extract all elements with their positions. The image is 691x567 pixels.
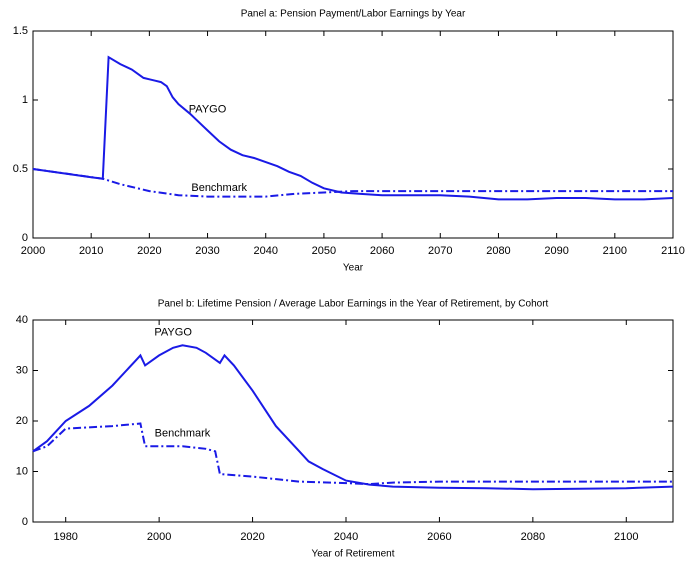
series-line (32, 422, 673, 486)
x-tick-label: 2000 (147, 531, 171, 543)
x-axis-label: Year of Retirement (311, 549, 394, 560)
plot-frame (32, 319, 674, 523)
series-label: Benchmark (191, 182, 247, 194)
y-tick-label: 20 (16, 415, 28, 427)
series-line (32, 344, 674, 491)
x-axis-label: Year (343, 263, 364, 274)
y-tick-label: 0 (22, 232, 28, 244)
y-tick-label: 0 (22, 516, 28, 528)
x-tick-label: 2090 (544, 245, 568, 257)
x-tick-label: 2040 (334, 531, 358, 543)
x-tick-label: 2100 (614, 531, 638, 543)
series-label: Benchmark (155, 428, 211, 440)
x-tick-label: 2010 (79, 245, 103, 257)
y-tick-label: 10 (16, 465, 28, 477)
series-line (32, 55, 674, 201)
x-tick-label: 2020 (240, 531, 264, 543)
x-tick-label: 2040 (253, 245, 277, 257)
x-tick-label: 2030 (195, 245, 219, 257)
x-tick-label: 2060 (370, 245, 394, 257)
y-tick-label: 0.5 (13, 163, 28, 175)
series-label: PAYGO (189, 104, 227, 116)
y-tick-label: 40 (16, 314, 28, 326)
x-tick-label: 2080 (521, 531, 545, 543)
y-tick-label: 1 (22, 94, 28, 106)
x-tick-label: 2050 (312, 245, 336, 257)
x-tick-label: 2100 (603, 245, 627, 257)
series-line (32, 168, 673, 198)
x-tick-label: 2060 (427, 531, 451, 543)
chart-title: Panel a: Pension Payment/Labor Earnings … (241, 9, 466, 20)
x-tick-label: 2070 (428, 245, 452, 257)
y-tick-label: 30 (16, 364, 28, 376)
y-tick-label: 1.5 (13, 25, 28, 37)
x-tick-label: 2080 (486, 245, 510, 257)
x-tick-label: 2000 (21, 245, 45, 257)
series-label: PAYGO (154, 327, 192, 339)
chart-title: Panel b: Lifetime Pension / Average Labo… (158, 299, 549, 310)
x-tick-label: 1980 (53, 531, 77, 543)
plot-frame (32, 30, 674, 239)
x-tick-label: 2110 (661, 245, 685, 257)
x-tick-label: 2020 (137, 245, 161, 257)
